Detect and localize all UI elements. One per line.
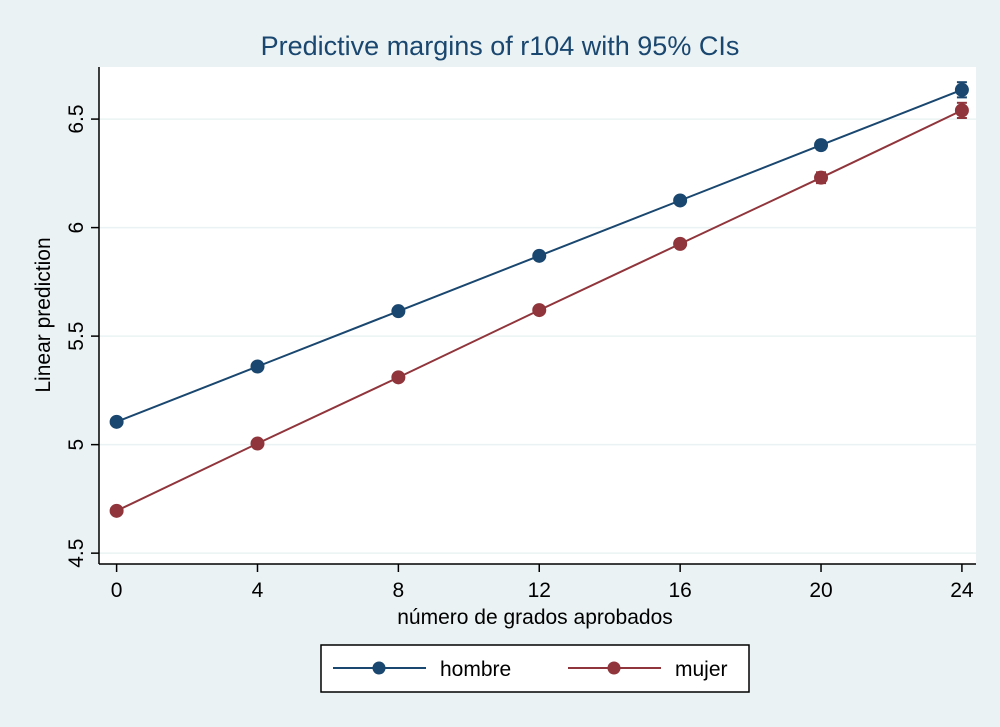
legend-swatch-marker (372, 661, 386, 675)
data-point (250, 436, 265, 451)
data-point (532, 248, 547, 263)
data-point (250, 359, 265, 374)
y-axis: 4.5 5 5.5 6 6.5 (65, 67, 100, 568)
y-tick-label: 5.5 (65, 322, 88, 351)
legend-label: mujer (675, 658, 728, 681)
chart-title: Predictive margins of r104 with 95% CIs (261, 31, 740, 61)
legend-item-mujer: mujer (568, 658, 728, 681)
x-tick-label: 20 (809, 579, 832, 602)
x-tick-label: 0 (111, 579, 123, 602)
legend-item-hombre: hombre (333, 658, 511, 681)
legend: hombre mujer (320, 644, 750, 693)
data-point (109, 503, 124, 518)
series-layer (109, 81, 969, 518)
y-tick-label: 4.5 (65, 539, 88, 568)
x-tick-label: 4 (252, 579, 264, 602)
x-tick-label: 16 (668, 579, 691, 602)
data-point (814, 138, 829, 153)
legend-label: hombre (440, 658, 511, 681)
series-hombre (109, 81, 969, 429)
data-point (109, 414, 124, 429)
data-point (673, 193, 688, 208)
data-point (814, 170, 829, 185)
x-axis: 0 4 8 12 16 20 24 (99, 563, 976, 602)
legend-swatch-marker (607, 661, 621, 675)
y-tick-label: 5 (65, 439, 88, 451)
grid-lines (99, 118, 976, 554)
data-point (391, 370, 406, 385)
x-axis-label: número de grados aprobados (397, 606, 673, 629)
x-tick-label: 24 (950, 579, 974, 602)
y-tick-label: 6.5 (65, 104, 88, 133)
data-point (673, 236, 688, 251)
data-point (532, 303, 547, 318)
y-tick-label: 6 (65, 222, 88, 234)
x-tick-label: 8 (393, 579, 405, 602)
y-axis-label: Linear prediction (32, 237, 55, 392)
data-point (391, 304, 406, 319)
x-tick-label: 12 (528, 579, 551, 602)
data-point (954, 82, 969, 97)
legend-box (320, 644, 750, 693)
series-mujer (109, 101, 969, 518)
data-point (954, 103, 969, 118)
